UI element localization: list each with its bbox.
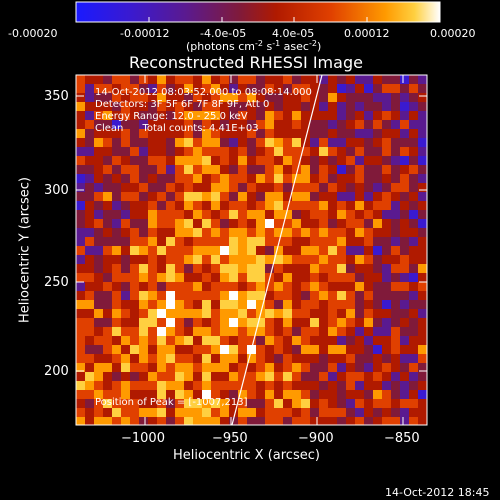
info-line: Clean Total counts: 4.41E+03	[95, 123, 259, 134]
rhessi-image	[76, 75, 427, 425]
x-tick-label: −850	[384, 431, 420, 446]
solar-limb	[231, 75, 323, 425]
x-axis-ticks	[144, 75, 404, 425]
x-tick-label: −1000	[121, 431, 165, 446]
axis-frame	[75, 74, 428, 426]
plot-title: Reconstructed RHESSI Image	[129, 53, 363, 72]
info-line: 14-Oct-2012 08:03:52.000 to 08:08:14.000	[95, 87, 312, 98]
colorbar-ticks	[75, 17, 441, 22]
colorbar-unit: (photons cm-2 s-1 asec-2)	[186, 39, 322, 53]
colorbar-tick-label: 0.00012	[344, 27, 390, 40]
y-tick-label: 300	[44, 183, 69, 198]
colorbar-tick-label: -4.0e-05	[200, 27, 247, 40]
colorbar-tick-label: 4.0e-05	[272, 27, 315, 40]
peak-position: Position of Peak = [-1007,213]	[95, 397, 248, 408]
x-tick-label: −900	[298, 431, 334, 446]
colorbar	[75, 1, 441, 23]
x-axis-label: Heliocentric X (arcsec)	[173, 448, 320, 463]
footer-timestamp: 14-Oct-2012 18:45	[385, 486, 490, 499]
y-tick-label: 200	[44, 364, 69, 379]
x-tick-label: −950	[212, 431, 248, 446]
y-axis-ticks	[76, 95, 427, 372]
colorbar-tick-label: -0.00020	[8, 27, 58, 40]
info-line: Detectors: 3F 5F 6F 7F 8F 9F, Att 0	[95, 99, 270, 110]
y-tick-label: 350	[44, 89, 69, 104]
info-line: Energy Range: 12.0 - 25.0 keV	[95, 111, 248, 122]
y-tick-label: 250	[44, 275, 69, 290]
colorbar-tick-label: 0.00020	[430, 27, 476, 40]
y-axis-label: Heliocentric Y (arcsec)	[17, 177, 33, 323]
colorbar-tick-label: -0.00012	[120, 27, 170, 40]
